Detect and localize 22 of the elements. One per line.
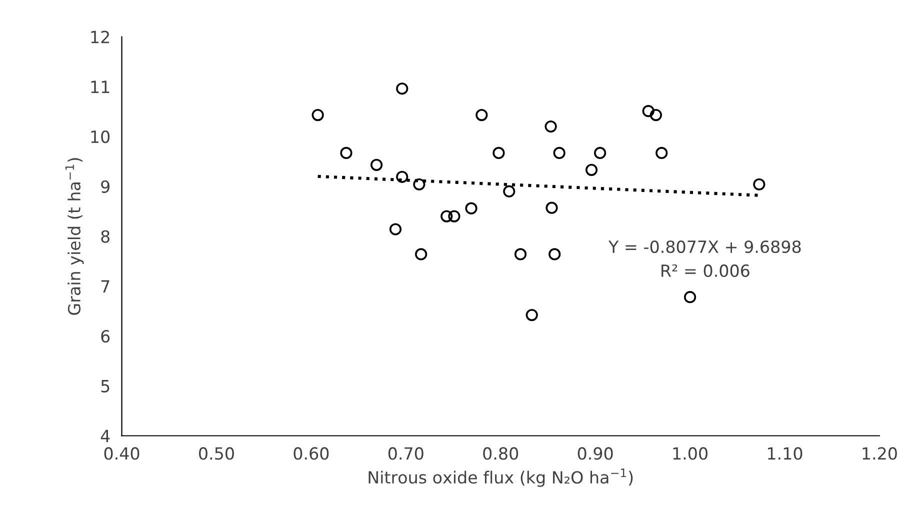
x-tick-label: 1.20: [862, 447, 897, 460]
annotation: Y = -0.8077X + 9.6898: [608, 240, 801, 254]
x-tick-label: 0.50: [199, 447, 234, 460]
y-tick-label: 7: [101, 280, 110, 292]
y-tick-label: 8: [101, 230, 110, 243]
x-tick-label: 0.90: [578, 447, 613, 460]
y-tick-label: 6: [101, 330, 110, 343]
y-tick-label: 10: [91, 130, 110, 144]
y-axis-title: Grain yield (t ha$^{−1}$): [65, 158, 84, 315]
y-tick-label: 5: [101, 380, 110, 392]
x-tick-label: 1.10: [768, 447, 802, 460]
annotation: R² = 0.006: [662, 264, 750, 277]
y-tick-label: 11: [91, 80, 110, 93]
y-tick-label: 9: [101, 180, 110, 193]
x-tick-label: 0.40: [104, 447, 140, 460]
x-tick-label: 0.80: [483, 447, 518, 460]
y-tick-label: 4: [100, 430, 110, 442]
x-tick-label: 0.70: [388, 447, 424, 460]
x-tick-label: 0.60: [294, 447, 329, 460]
y-tick-label: 12: [91, 30, 109, 44]
x-axis-title: Nitrous oxide flux (kg N₂O ha$^{−1}$): [368, 468, 633, 487]
x-tick-label: 1.00: [673, 447, 708, 460]
